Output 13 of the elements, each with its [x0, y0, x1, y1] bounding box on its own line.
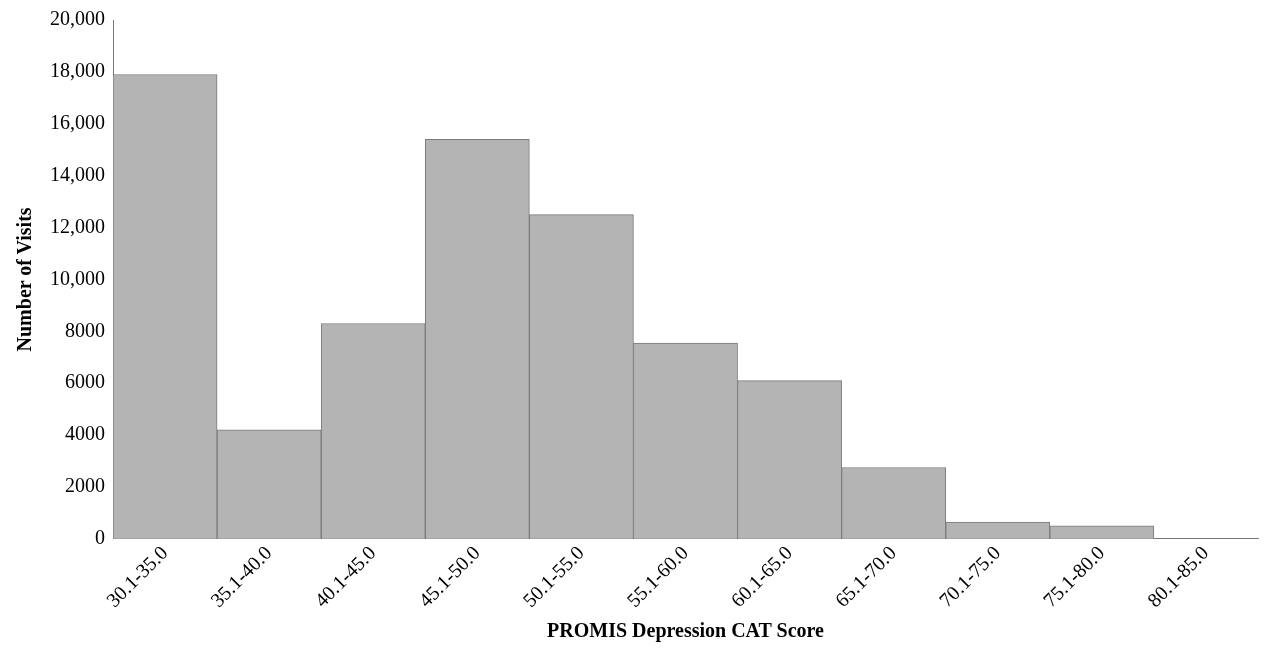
x-axis-title: PROMIS Depression CAT Score — [547, 619, 825, 643]
y-tick-label: 4000 — [65, 422, 105, 445]
y-tick-label: 18,000 — [50, 59, 105, 82]
y-tick-label: 16,000 — [50, 111, 105, 134]
y-tick-label: 10,000 — [50, 266, 105, 289]
y-tick-label: 14,000 — [50, 162, 105, 185]
y-tick-label: 8000 — [65, 318, 105, 341]
y-tick-label: 0 — [95, 526, 105, 549]
y-tick-label: 12,000 — [50, 214, 105, 237]
y-tick-label: 2000 — [65, 474, 105, 497]
y-tick-label: 6000 — [65, 370, 105, 393]
y-axis-title: Number of Visits — [13, 207, 36, 352]
y-tick-label: 20,000 — [50, 7, 105, 30]
